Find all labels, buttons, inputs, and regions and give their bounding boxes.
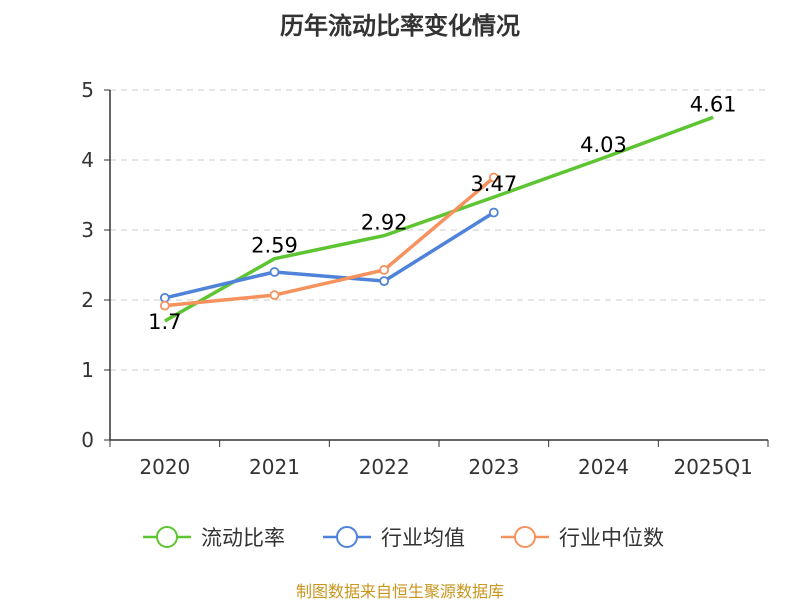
series-line-1 (164, 211, 495, 300)
legend-marker (156, 526, 178, 548)
legend-item[interactable]: 行业均值 (323, 526, 465, 550)
y-tick-label: 0 (81, 428, 94, 452)
data-point (159, 292, 170, 303)
data-point (269, 290, 280, 301)
legend[interactable]: 流动比率 行业均值 行业中位数 (143, 526, 664, 550)
x-tick-label: 2020 (139, 455, 190, 479)
legend-label: 行业中位数 (559, 526, 664, 550)
data-point (488, 207, 499, 218)
legend-marker (336, 526, 358, 548)
data-point (379, 264, 390, 275)
axes: 0 1 2 3 4 5 2020 2021 2022 2023 2024 2025Q1 (81, 78, 769, 479)
data-labels: 1.7 2.59 2.92 3.47 4.03 4.61 (148, 92, 736, 334)
data-point (379, 276, 390, 287)
series-line-0 (163, 115, 714, 323)
data-label: 1.7 (148, 310, 181, 334)
x-tick-label: 2025Q1 (673, 455, 752, 479)
series-layer (159, 115, 714, 323)
x-tick-label: 2022 (359, 455, 410, 479)
y-tick-label: 5 (81, 78, 94, 102)
data-label: 2.92 (361, 211, 408, 235)
series-line-2 (164, 176, 495, 308)
data-label: 3.47 (470, 172, 517, 196)
legend-marker (514, 526, 536, 548)
y-tick-label: 3 (81, 218, 94, 242)
y-tick-label: 2 (81, 288, 94, 312)
x-tick-label: 2021 (249, 455, 300, 479)
data-label: 4.03 (580, 133, 627, 157)
legend-label: 流动比率 (201, 526, 285, 550)
source-note: 制图数据来自恒生聚源数据库 (295, 582, 504, 601)
x-tick-label: 2023 (468, 455, 519, 479)
data-point (488, 172, 499, 183)
legend-item[interactable]: 行业中位数 (501, 526, 664, 550)
legend-label: 行业均值 (381, 526, 465, 550)
chart-title: 历年流动比率变化情况 (280, 12, 520, 40)
y-tick-label: 1 (81, 358, 94, 382)
data-point (159, 300, 170, 311)
x-tick-label: 2024 (578, 455, 629, 479)
legend-item[interactable]: 流动比率 (143, 526, 285, 550)
data-point (269, 267, 280, 277)
y-tick-label: 4 (81, 148, 94, 172)
data-label: 4.61 (690, 92, 737, 116)
data-label: 2.59 (251, 234, 298, 258)
